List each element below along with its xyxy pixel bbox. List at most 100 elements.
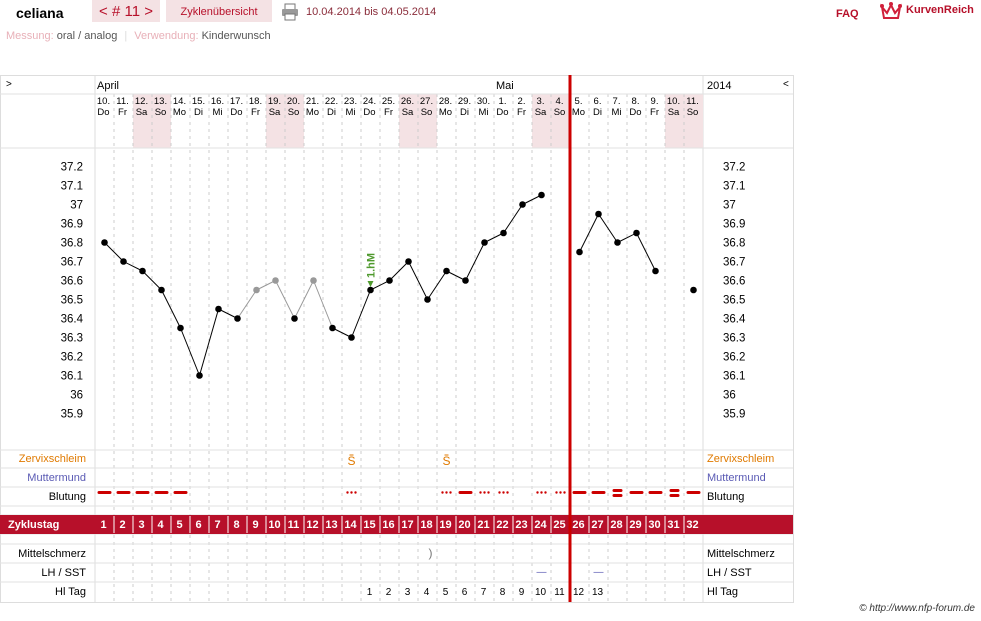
- y-tick-right: 36.6: [723, 276, 745, 288]
- cervix-label-left: Muttermund: [27, 472, 86, 484]
- crown-logo-icon[interactable]: [880, 1, 902, 21]
- y-tick-right: 36.7: [723, 257, 745, 269]
- curve-segment: [465, 242, 485, 281]
- y-tick-left: 36.6: [61, 276, 83, 288]
- day-weekday-label: Do: [230, 107, 242, 118]
- bleeding-spot: [354, 491, 357, 494]
- y-tick-left: 36.2: [61, 352, 83, 364]
- y-tick-left: 36.3: [61, 333, 83, 345]
- cervix-label-right: Muttermund: [707, 472, 766, 484]
- temp-point: [101, 239, 108, 246]
- temp-point: [348, 334, 355, 341]
- day-weekday-label: Di: [194, 107, 203, 118]
- day-weekday-label: Fr: [118, 107, 127, 118]
- cycle-day-number: 29: [629, 519, 641, 531]
- bleeding-spot: [346, 491, 349, 494]
- bleeding-spot: [563, 491, 566, 494]
- hl-day-number: 4: [424, 587, 430, 598]
- curve-segment: [579, 213, 599, 253]
- day-date-label: 18.: [249, 96, 262, 107]
- curve-segment: [484, 232, 504, 243]
- cycle-day-number: 13: [325, 519, 337, 531]
- lh-mark: —: [594, 567, 604, 578]
- cycle-day-label: Zyklustag: [8, 519, 59, 531]
- bleeding-spot: [502, 491, 505, 494]
- temp-point: [443, 267, 450, 275]
- day-date-label: 2.: [518, 96, 526, 107]
- bleeding-strong: [116, 491, 131, 494]
- brand-name[interactable]: KurvenReich: [906, 4, 974, 16]
- cycle-overview-link[interactable]: Zyklenübersicht: [166, 0, 272, 24]
- faq-link[interactable]: FAQ: [836, 8, 859, 20]
- pain-label-right: Mittelschmerz: [707, 548, 775, 560]
- cycle-day-number: 9: [252, 519, 258, 531]
- temp-point: [633, 229, 640, 237]
- cycle-selector[interactable]: < # 11 >: [92, 0, 160, 24]
- cycle-day-number: 5: [176, 519, 182, 531]
- y-tick-right: 37: [723, 200, 736, 212]
- curve-segment: [256, 280, 276, 291]
- cycle-day-number: 31: [667, 519, 679, 531]
- bleeding-heavy: [612, 494, 623, 497]
- bleeding-spot: [487, 491, 490, 494]
- day-date-label: 30.: [477, 96, 490, 107]
- bleeding-heavy: [669, 494, 680, 497]
- cycle-day-band: [0, 515, 793, 534]
- curve-segment: [427, 270, 447, 300]
- bleeding-heavy: [612, 489, 623, 492]
- y-tick-left: 37.1: [61, 181, 83, 193]
- measure-value: oral / analog: [56, 30, 118, 42]
- bleeding-spot: [350, 491, 353, 494]
- day-date-label: 27.: [420, 96, 433, 107]
- bleeding-spot: [445, 491, 448, 494]
- bleeding-strong: [648, 491, 663, 494]
- y-tick-left: 36: [70, 390, 83, 402]
- cycle-day-number: 32: [686, 519, 698, 531]
- day-date-label: 11.: [686, 96, 699, 107]
- printer-icon[interactable]: [281, 3, 299, 21]
- cycle-day-number: 8: [233, 519, 239, 531]
- day-weekday-label: So: [288, 107, 300, 118]
- cycle-day-number: 14: [344, 519, 357, 531]
- cervical-mark: S: [347, 454, 355, 468]
- hl-day-number: 7: [481, 587, 487, 598]
- cycle-day-number: 23: [515, 519, 527, 531]
- bleeding-heavy: [669, 489, 680, 492]
- day-weekday-label: Sa: [535, 107, 547, 118]
- y-tick-right: 36.1: [723, 371, 745, 383]
- curve-segment: [199, 308, 219, 376]
- username: celiana: [0, 0, 86, 24]
- curve-segment: [161, 289, 181, 329]
- prev-button[interactable]: >: [6, 79, 12, 90]
- temp-point: [576, 248, 583, 256]
- temp-point: [652, 267, 659, 275]
- bleeding-label-left: Blutung: [49, 491, 86, 503]
- y-tick-right: 36.2: [723, 352, 745, 364]
- temp-point: [291, 315, 298, 322]
- hl-day-number: 11: [554, 587, 565, 598]
- bleeding-spot: [544, 491, 547, 494]
- temp-point: [234, 315, 241, 322]
- hl-label-left: Hl Tag: [55, 586, 86, 598]
- temp-point: [481, 239, 488, 246]
- day-date-label: 25.: [382, 96, 395, 107]
- day-weekday-label: So: [155, 107, 167, 118]
- bleeding-strong: [591, 491, 606, 494]
- top-bar: celiana < # 11 > Zyklenübersicht 10.04.2…: [0, 0, 981, 26]
- hl-label-right: Hl Tag: [707, 586, 738, 598]
- date-range: 10.04.2014 bis 04.05.2014: [306, 6, 437, 18]
- day-date-label: 29.: [458, 96, 471, 107]
- day-weekday-label: So: [554, 107, 566, 118]
- cycle-day-number: 4: [157, 519, 164, 531]
- day-date-label: 24.: [363, 96, 376, 107]
- cycle-day-number: 10: [268, 519, 280, 531]
- day-date-label: 4.: [556, 96, 564, 107]
- hl-day-number: 12: [573, 587, 585, 598]
- day-date-label: 12.: [135, 96, 148, 107]
- next-button[interactable]: <: [783, 79, 789, 90]
- cycle-day-number: 16: [382, 519, 394, 531]
- curve-segment: [294, 280, 314, 319]
- curve-segment: [370, 280, 390, 291]
- y-tick-left: 37: [70, 200, 83, 212]
- pain-mark: ): [429, 546, 433, 560]
